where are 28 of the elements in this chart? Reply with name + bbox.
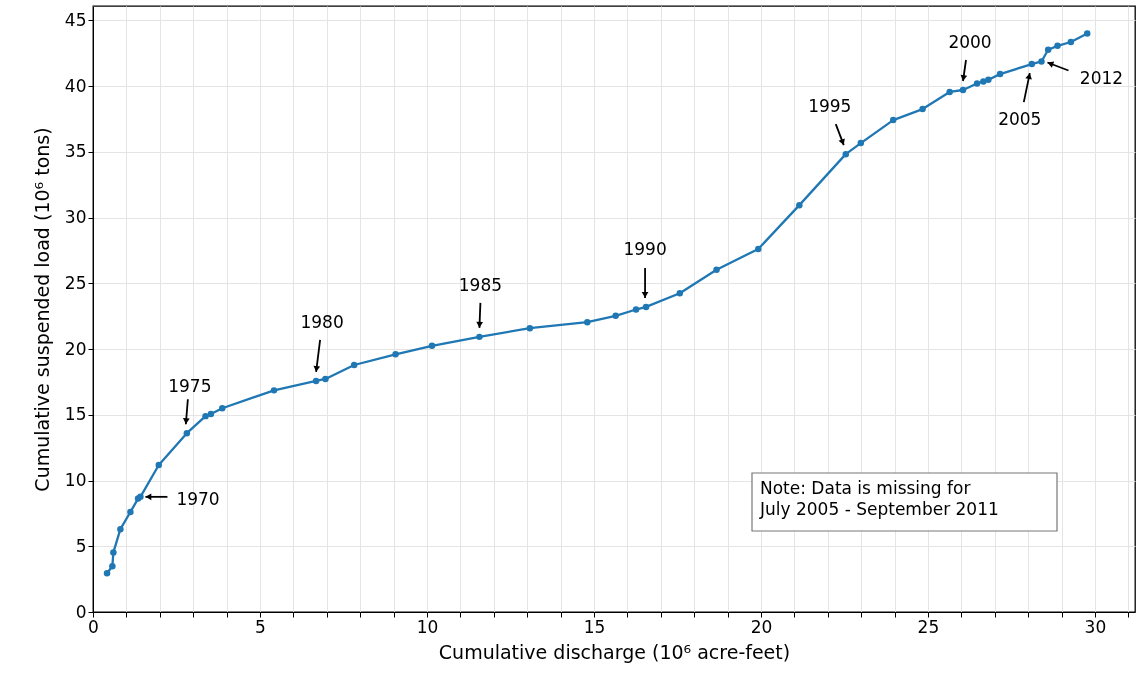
y-axis-title: Cumulative suspended load (10⁶ tons) bbox=[30, 127, 53, 492]
annotation: 1995 bbox=[808, 96, 852, 117]
annotation: 1975 bbox=[168, 376, 212, 397]
y-tick-label: 15 bbox=[64, 404, 87, 425]
y-tick-label: 10 bbox=[64, 470, 87, 491]
x-tick-label: 15 bbox=[583, 616, 606, 637]
x-tick-label: 25 bbox=[917, 616, 940, 637]
annotation: 1970 bbox=[176, 488, 220, 509]
y-tick-label: 30 bbox=[64, 207, 87, 228]
annotation: Note: Data is missing for July 2005 - September 2011 bbox=[759, 478, 999, 519]
annotation: 2012 bbox=[1079, 68, 1124, 89]
y-tick-label: 0 bbox=[75, 601, 87, 622]
x-axis-title: Cumulative discharge (10⁶ acre-feet) bbox=[438, 640, 791, 663]
y-tick-label: 35 bbox=[64, 141, 87, 162]
x-tick-label: 10 bbox=[416, 616, 439, 637]
x-tick-label: 30 bbox=[1084, 616, 1107, 637]
y-tick-label: 45 bbox=[64, 9, 87, 30]
y-tick-label: 25 bbox=[64, 272, 87, 293]
x-tick-label: 5 bbox=[255, 616, 266, 637]
annotation: 1990 bbox=[623, 238, 667, 259]
y-tick-label: 20 bbox=[64, 338, 87, 359]
annotation: 2005 bbox=[998, 109, 1042, 130]
annotation: 2000 bbox=[948, 32, 992, 52]
y-tick-label: 5 bbox=[75, 535, 87, 556]
annotation: 1980 bbox=[300, 311, 344, 332]
x-tick-label: 20 bbox=[750, 616, 773, 637]
y-tick-label: 40 bbox=[64, 75, 87, 96]
annotation: 1985 bbox=[458, 274, 503, 295]
